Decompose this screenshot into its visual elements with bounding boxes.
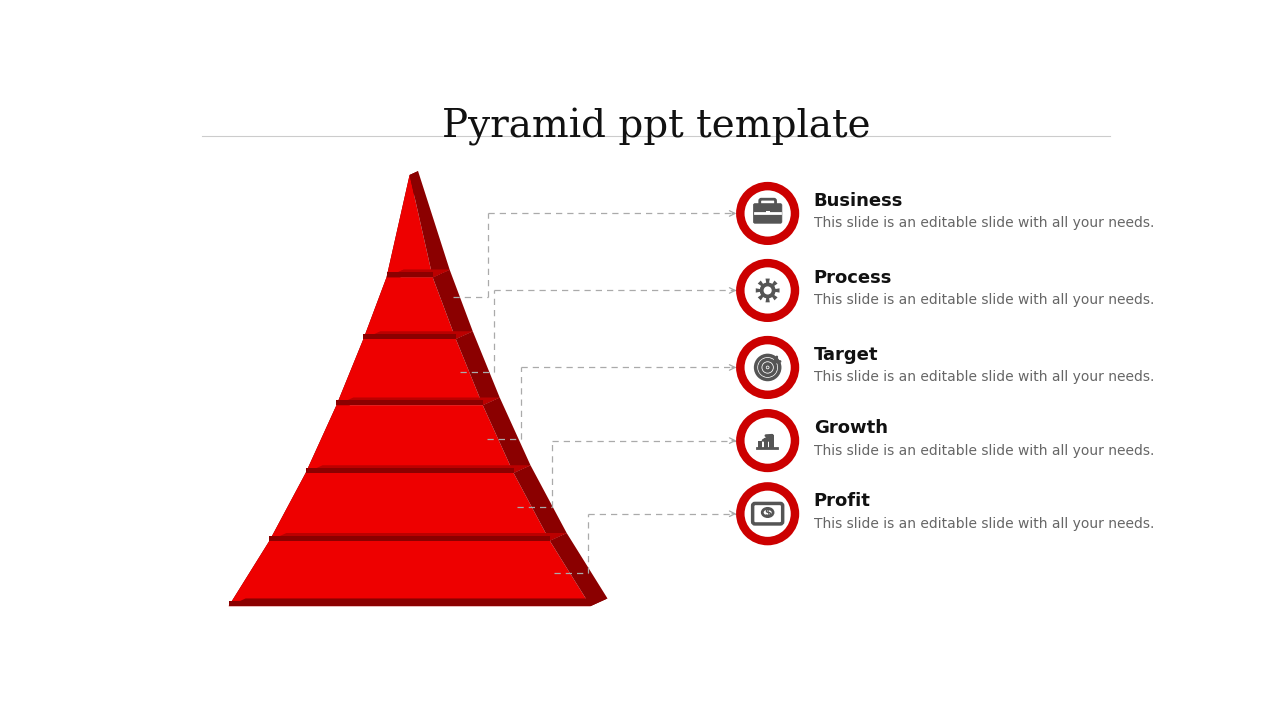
Bar <box>764 438 768 448</box>
Polygon shape <box>229 533 287 606</box>
Polygon shape <box>387 270 449 277</box>
Polygon shape <box>306 397 353 473</box>
Polygon shape <box>270 465 323 541</box>
Text: Business: Business <box>814 192 904 210</box>
Polygon shape <box>306 468 513 473</box>
Polygon shape <box>364 270 403 339</box>
Text: This slide is an editable slide with all your needs.: This slide is an editable slide with all… <box>814 517 1155 531</box>
Circle shape <box>736 336 799 399</box>
Polygon shape <box>337 397 499 405</box>
Polygon shape <box>364 331 472 339</box>
Bar <box>758 441 763 448</box>
Circle shape <box>760 282 776 298</box>
Polygon shape <box>410 171 449 277</box>
Circle shape <box>745 418 791 464</box>
Polygon shape <box>364 277 456 339</box>
Polygon shape <box>387 272 433 277</box>
Circle shape <box>736 182 799 245</box>
Circle shape <box>736 409 799 472</box>
Polygon shape <box>456 331 499 405</box>
Polygon shape <box>270 533 567 541</box>
Polygon shape <box>513 465 567 541</box>
Text: Target: Target <box>814 346 878 364</box>
Polygon shape <box>364 334 456 339</box>
Text: This slide is an editable slide with all your needs.: This slide is an editable slide with all… <box>814 444 1155 458</box>
Polygon shape <box>549 533 608 606</box>
Polygon shape <box>270 473 549 541</box>
Polygon shape <box>755 279 780 302</box>
Text: $: $ <box>764 508 771 518</box>
Polygon shape <box>306 465 530 473</box>
Polygon shape <box>337 400 483 405</box>
Circle shape <box>745 490 791 537</box>
Polygon shape <box>387 270 449 277</box>
Circle shape <box>745 190 791 237</box>
Circle shape <box>745 344 791 390</box>
Text: Profit: Profit <box>814 492 870 510</box>
Polygon shape <box>387 175 433 277</box>
Circle shape <box>736 482 799 545</box>
Polygon shape <box>229 541 590 606</box>
Polygon shape <box>337 339 483 405</box>
Circle shape <box>767 366 769 369</box>
Polygon shape <box>337 331 380 405</box>
Polygon shape <box>387 171 419 277</box>
Polygon shape <box>306 405 513 473</box>
Circle shape <box>745 267 791 313</box>
Circle shape <box>764 287 772 294</box>
Polygon shape <box>483 397 530 473</box>
Text: This slide is an editable slide with all your needs.: This slide is an editable slide with all… <box>814 217 1155 230</box>
Text: Pyramid ppt template: Pyramid ppt template <box>442 108 870 146</box>
Text: Process: Process <box>814 269 892 287</box>
Polygon shape <box>229 598 608 606</box>
Bar <box>765 211 769 214</box>
Polygon shape <box>229 601 590 606</box>
Circle shape <box>736 259 799 322</box>
Polygon shape <box>433 270 472 339</box>
Text: Growth: Growth <box>814 419 888 437</box>
Text: This slide is an editable slide with all your needs.: This slide is an editable slide with all… <box>814 294 1155 307</box>
Text: This slide is an editable slide with all your needs.: This slide is an editable slide with all… <box>814 371 1155 384</box>
Bar <box>769 435 773 448</box>
Polygon shape <box>270 536 549 541</box>
FancyBboxPatch shape <box>754 204 782 223</box>
